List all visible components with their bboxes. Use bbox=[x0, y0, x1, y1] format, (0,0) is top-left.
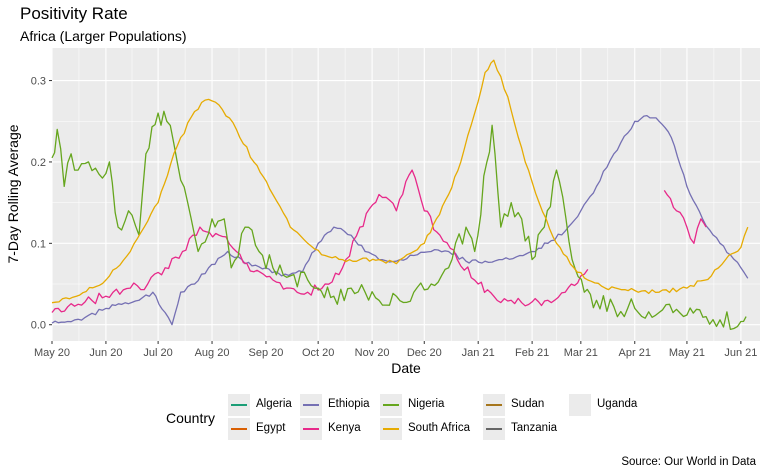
legend-key bbox=[300, 418, 322, 440]
x-tick-label: Aug 20 bbox=[195, 347, 230, 359]
legend-key bbox=[228, 418, 250, 440]
legend-title: Country bbox=[166, 410, 216, 426]
x-tick-label: Nov 20 bbox=[355, 347, 390, 359]
series-line-nigeria bbox=[51, 110, 747, 331]
grid-major bbox=[51, 48, 760, 341]
legend-key bbox=[300, 394, 322, 416]
chart-subtitle: Africa (Larger Populations) bbox=[20, 28, 187, 44]
legend: Country Algeria Egypt Ethiopia Kenya Nigeria… bbox=[166, 394, 686, 446]
legend-label: Algeria bbox=[256, 398, 292, 410]
x-tick-label: Jul 20 bbox=[143, 347, 172, 359]
legend-key bbox=[483, 418, 505, 440]
legend-key bbox=[380, 394, 402, 416]
legend-label: Ethiopia bbox=[328, 398, 370, 410]
x-tick-label: May 20 bbox=[34, 347, 70, 359]
source-caption: Source: Our World in Data bbox=[621, 456, 756, 468]
series-line-ethiopia bbox=[51, 114, 749, 326]
legend-label: Uganda bbox=[597, 398, 638, 410]
series-lines bbox=[51, 59, 749, 331]
x-tick-label: Mar 21 bbox=[564, 347, 598, 359]
grid-minor bbox=[52, 48, 760, 341]
x-tick-label: Dec 20 bbox=[407, 347, 442, 359]
x-tick-label: Sep 20 bbox=[249, 347, 284, 359]
y-tick-label: 0.2 bbox=[31, 157, 46, 169]
legend-label: Nigeria bbox=[408, 398, 445, 410]
x-tick-label: Jun 20 bbox=[89, 347, 122, 359]
legend-key bbox=[483, 394, 505, 416]
x-axis-label: Date bbox=[391, 360, 421, 376]
series-line-kenya bbox=[663, 190, 707, 244]
x-tick-label: Oct 20 bbox=[302, 347, 334, 359]
y-tick-label: 0.3 bbox=[31, 76, 46, 88]
plot-background bbox=[52, 48, 760, 341]
y-axis: 0.0 0.1 0.2 0.3 bbox=[31, 76, 52, 332]
legend-key bbox=[380, 418, 402, 440]
series-line-south-africa bbox=[51, 59, 749, 304]
x-tick-label: Jun 21 bbox=[724, 347, 757, 359]
x-tick-label: Apr 21 bbox=[619, 347, 651, 359]
chart-title: Positivity Rate bbox=[20, 4, 128, 23]
legend-key bbox=[228, 394, 250, 416]
y-axis-label: 7-Day Rolling Average bbox=[5, 124, 21, 263]
legend-label: South Africa bbox=[408, 422, 471, 434]
y-tick-label: 0.1 bbox=[31, 238, 46, 250]
x-tick-label: Feb 21 bbox=[515, 347, 549, 359]
x-axis: May 20 Jun 20 Jul 20 Aug 20 Sep 20 Oct 20 Nov … bbox=[34, 341, 757, 359]
series-line-kenya bbox=[51, 169, 589, 313]
y-tick-label: 0.0 bbox=[31, 320, 46, 332]
legend-label: Kenya bbox=[328, 422, 361, 434]
legend-key bbox=[569, 394, 591, 416]
legend-label: Egypt bbox=[256, 422, 286, 434]
x-tick-label: Jan 21 bbox=[462, 347, 495, 359]
legend-label: Tanzania bbox=[511, 422, 558, 434]
legend-label: Sudan bbox=[511, 398, 545, 410]
x-tick-label: May 21 bbox=[669, 347, 705, 359]
